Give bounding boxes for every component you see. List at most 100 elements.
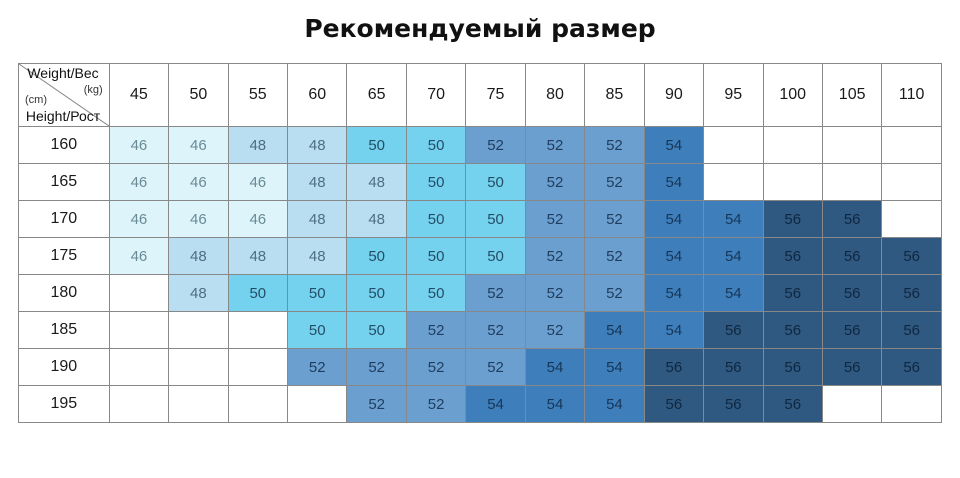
- size-cell: 46: [108, 126, 170, 164]
- size-cell: 46: [108, 163, 170, 201]
- size-cell: 50: [465, 163, 526, 201]
- size-cell: 48: [168, 274, 229, 312]
- empty-cell: [168, 385, 229, 423]
- corner-diagonal-line: [19, 64, 109, 126]
- size-cell: 54: [643, 163, 705, 201]
- size-cell: 52: [465, 311, 526, 349]
- size-cell: 46: [108, 200, 170, 238]
- size-cell: 46: [168, 163, 229, 201]
- size-cell: 46: [108, 237, 170, 275]
- size-cell: 56: [703, 311, 764, 349]
- size-cell: 52: [524, 163, 586, 201]
- size-cell: 56: [762, 237, 823, 275]
- weight-header-cell: 105: [821, 63, 883, 127]
- size-cell: 54: [703, 200, 764, 238]
- size-cell: 48: [227, 237, 289, 275]
- size-cell: 56: [881, 237, 942, 275]
- empty-cell: [881, 163, 942, 201]
- height-row-label: 190: [18, 348, 110, 386]
- empty-cell: [821, 126, 883, 164]
- weight-header-cell: 90: [643, 63, 705, 127]
- size-cell: 52: [465, 348, 526, 386]
- size-cell: 52: [584, 200, 645, 238]
- size-cell: 48: [286, 126, 348, 164]
- size-cell: 56: [762, 311, 823, 349]
- empty-cell: [227, 311, 289, 349]
- size-cell: 48: [346, 200, 407, 238]
- size-cell: 50: [286, 274, 348, 312]
- size-cell: 52: [584, 274, 645, 312]
- height-row-label: 165: [18, 163, 110, 201]
- size-cell: 48: [286, 163, 348, 201]
- empty-cell: [881, 126, 942, 164]
- size-cell: 56: [703, 385, 764, 423]
- empty-cell: [762, 163, 823, 201]
- height-row-label: 175: [18, 237, 110, 275]
- size-cell: 52: [524, 311, 586, 349]
- weight-header-cell: 50: [168, 63, 229, 127]
- size-cell: 50: [286, 311, 348, 349]
- size-cell: 56: [762, 348, 823, 386]
- size-cell: 52: [524, 237, 586, 275]
- weight-header-cell: 85: [584, 63, 645, 127]
- size-cell: 50: [405, 200, 467, 238]
- empty-cell: [821, 163, 883, 201]
- weight-header-cell: 110: [881, 63, 942, 127]
- weight-header-cell: 80: [524, 63, 586, 127]
- size-cell: 46: [168, 126, 229, 164]
- size-cell: 52: [524, 274, 586, 312]
- size-cell: 54: [703, 274, 764, 312]
- table-row: 185 50 50 52 52 52 54 54 56 56 56 56: [18, 311, 942, 349]
- empty-cell: [881, 385, 942, 423]
- size-cell: 52: [465, 274, 526, 312]
- size-cell: 56: [821, 311, 883, 349]
- empty-cell: [108, 311, 170, 349]
- weight-header-cell: 70: [405, 63, 467, 127]
- size-cell: 52: [346, 385, 407, 423]
- size-cell: 48: [286, 237, 348, 275]
- size-cell: 46: [168, 200, 229, 238]
- size-cell: 54: [703, 237, 764, 275]
- size-cell: 52: [584, 237, 645, 275]
- empty-cell: [227, 348, 289, 386]
- empty-cell: [821, 385, 883, 423]
- table-row: 175 46 48 48 48 50 50 50 52 52 54 54 56 56 56: [18, 237, 942, 275]
- size-cell: 52: [584, 126, 645, 164]
- size-cell: 56: [821, 348, 883, 386]
- size-cell: 52: [524, 200, 586, 238]
- weight-header-cell: 55: [227, 63, 289, 127]
- size-cell: 52: [346, 348, 407, 386]
- size-cell: 48: [227, 126, 289, 164]
- size-cell: 48: [346, 163, 407, 201]
- size-cell: 56: [762, 385, 823, 423]
- size-cell: 54: [643, 200, 705, 238]
- height-row-label: 170: [18, 200, 110, 238]
- size-cell: 50: [405, 163, 467, 201]
- height-row-label: 195: [18, 385, 110, 423]
- size-cell: 56: [762, 200, 823, 238]
- size-cell: 54: [643, 274, 705, 312]
- size-cell: 54: [584, 311, 645, 349]
- weight-header-row: Weight/Вес (kg) (cm) Height/Рост 45 50 55 6…: [18, 63, 942, 127]
- size-cell: 56: [821, 237, 883, 275]
- size-cell: 50: [346, 237, 407, 275]
- empty-cell: [108, 385, 170, 423]
- empty-cell: [168, 348, 229, 386]
- table-row: 170 46 46 46 48 48 50 50 52 52 54 54 56 56: [18, 200, 942, 238]
- table-row: 165 46 46 46 48 48 50 50 52 52 54: [18, 163, 942, 201]
- size-cell: 56: [881, 311, 942, 349]
- weight-header-cell: 65: [346, 63, 407, 127]
- weight-header-cell: 45: [108, 63, 170, 127]
- empty-cell: [108, 348, 170, 386]
- height-row-label: 180: [18, 274, 110, 312]
- size-cell: 56: [643, 385, 705, 423]
- size-cell: 50: [405, 274, 467, 312]
- size-cell: 56: [643, 348, 705, 386]
- weight-axis-label: Weight/Вес: [27, 65, 99, 81]
- size-cell: 54: [584, 385, 645, 423]
- size-cell: 54: [465, 385, 526, 423]
- size-cell: 48: [286, 200, 348, 238]
- size-cell: 52: [465, 126, 526, 164]
- height-axis-label: Height/Рост: [25, 108, 101, 124]
- height-row-label: 160: [18, 126, 110, 164]
